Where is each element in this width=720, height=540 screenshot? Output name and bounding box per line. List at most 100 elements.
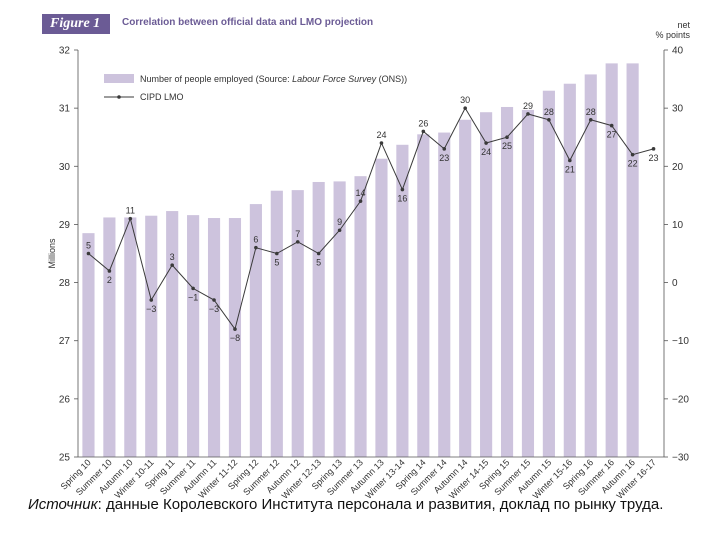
source-label: Источник (28, 496, 98, 513)
lmo-point (505, 135, 509, 140)
lmo-point (609, 123, 614, 128)
lmo-point (86, 251, 91, 256)
lmo-point (630, 152, 635, 157)
bar (396, 144, 409, 457)
lmo-data-label: 27 (607, 130, 617, 140)
bar (375, 158, 388, 457)
right-tick-label: −30 (672, 453, 689, 464)
legend-bar-label-suffix: (ONS)) (376, 74, 407, 84)
lmo-data-label: 9 (337, 217, 342, 227)
lmo-point (295, 240, 300, 244)
legend-line-label: CIPD LMO (140, 92, 184, 102)
bar (459, 119, 472, 458)
bar (312, 181, 325, 457)
lmo-point (275, 251, 279, 256)
bar (480, 112, 493, 457)
lmo-point (442, 147, 447, 151)
lmo-data-label: 11 (126, 206, 135, 216)
lmo-point (149, 298, 154, 302)
lmo-data-label: 5 (316, 258, 321, 268)
lmo-data-label: 3 (170, 252, 175, 262)
right-tick-label: −10 (672, 336, 689, 347)
bar (166, 211, 179, 457)
right-tick-label: 20 (672, 162, 684, 173)
lmo-point (107, 269, 112, 273)
bar (354, 176, 367, 458)
left-tick-label: 26 (59, 394, 71, 405)
bar (103, 217, 116, 457)
lmo-point (463, 106, 467, 110)
lmo-data-label: 5 (86, 241, 91, 251)
right-tick-label: 30 (672, 104, 684, 115)
lmo-point (379, 141, 384, 145)
left-axis-label: Millions (47, 238, 57, 269)
lmo-data-label: 7 (295, 229, 300, 239)
bar (228, 218, 242, 457)
lmo-point (254, 245, 258, 250)
legend-bar-label-prefix: Number of people employed (Source: (140, 74, 292, 84)
bar (438, 132, 451, 457)
lmo-line (88, 107, 654, 331)
lmo-point (588, 117, 593, 122)
bar (542, 90, 555, 457)
lmo-point (170, 263, 174, 267)
bar (584, 74, 597, 458)
lmo-data-label: −3 (209, 304, 219, 314)
left-tick-label: 25 (59, 453, 71, 464)
lmo-data-label: 29 (523, 101, 533, 111)
lmo-point (547, 117, 551, 122)
lmo-point (651, 147, 656, 151)
lmo-data-label: 14 (356, 188, 366, 198)
left-tick-label: 32 (59, 46, 71, 57)
bar (145, 215, 158, 457)
lmo-point (421, 129, 426, 134)
lmo-data-label: −3 (146, 304, 156, 314)
lmo-data-label: −8 (230, 333, 240, 343)
bar (563, 83, 576, 458)
bar (207, 218, 221, 457)
bar (626, 63, 639, 457)
bar (521, 109, 535, 457)
bar-series (82, 63, 639, 458)
lmo-data-label: 24 (376, 130, 386, 140)
lmo-data-label: 2 (107, 275, 112, 285)
lmo-data-label: 22 (628, 159, 638, 169)
bar (270, 190, 283, 457)
source-note: Источник: данные Королевского Института … (28, 494, 698, 516)
right-axis-unit-line1: net (677, 20, 690, 30)
bar (605, 63, 618, 457)
lmo-data-label: 23 (439, 153, 449, 163)
left-tick-label: 28 (59, 278, 71, 289)
right-axis-unit: net % points (655, 20, 690, 40)
left-tick-label: 31 (59, 104, 71, 115)
lmo-data-label: 28 (544, 107, 554, 117)
lmo-point (212, 298, 216, 302)
figure-label: Figure 1 (42, 14, 110, 34)
lmo-point (358, 199, 363, 203)
lmo-point (400, 187, 405, 192)
lmo-data-label: 21 (565, 164, 575, 174)
right-tick-label: 0 (672, 278, 678, 289)
legend: Number of people employed (Source: Labou… (104, 74, 407, 102)
bar (249, 204, 262, 457)
lmo-point (233, 327, 237, 331)
source-text: : данные Королевского Института персонал… (97, 496, 664, 513)
lmo-point (484, 141, 488, 145)
right-tick-label: 40 (672, 46, 684, 57)
lmo-data-label: 25 (502, 141, 512, 151)
legend-bar-swatch (104, 74, 134, 83)
lmo-data-label: 26 (418, 118, 428, 128)
lmo-data-label: 30 (460, 95, 470, 105)
right-axis-unit-line2: % points (655, 30, 690, 40)
lmo-data-label: 23 (649, 153, 659, 163)
bar (124, 217, 137, 457)
left-tick-label: 27 (59, 336, 71, 347)
lmo-point (191, 286, 195, 291)
legend-bar-label: Number of people employed (Source: Labou… (140, 74, 407, 84)
right-tick-label: −20 (672, 394, 689, 405)
lmo-data-label: 28 (586, 107, 596, 117)
legend-bar-label-source: Labour Force Survey (292, 74, 377, 84)
legend-line-marker (117, 95, 121, 99)
bar (417, 134, 430, 458)
